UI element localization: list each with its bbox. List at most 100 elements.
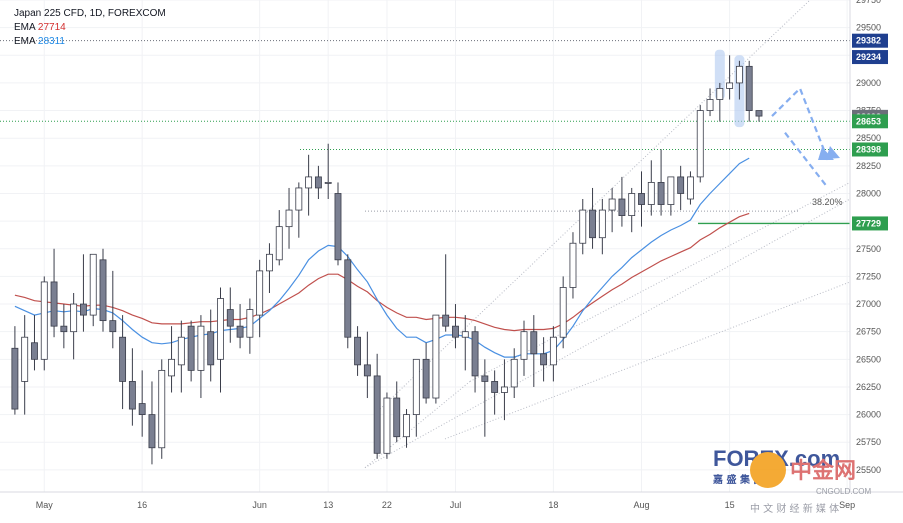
ema-blue-line: [14, 157, 750, 358]
cngold-url: CNGOLD.COM: [816, 487, 871, 496]
candle: [11, 326, 19, 415]
price-tick-label: 26000: [856, 410, 881, 420]
candle: [207, 309, 215, 382]
candle: [549, 326, 557, 382]
candle-body: [275, 226, 283, 261]
candle-body: [628, 193, 636, 216]
trendline: [469, 181, 851, 382]
ema-slow-label: EMA: [14, 36, 36, 47]
trendline: [444, 281, 851, 440]
price-tick-label: 25500: [856, 465, 881, 475]
candle: [305, 154, 313, 216]
price-tag-label: 28653: [856, 116, 881, 126]
candle: [158, 359, 166, 459]
price-tick-label: 28000: [856, 188, 881, 198]
candle: [236, 304, 244, 349]
candle: [647, 160, 655, 216]
candle-body: [266, 253, 273, 272]
price-tag: 27729: [852, 216, 888, 231]
candle-body: [226, 309, 234, 327]
candle: [461, 315, 469, 371]
candle: [735, 60, 743, 100]
candle: [442, 254, 450, 332]
candle: [520, 320, 528, 376]
candle: [471, 326, 479, 393]
candle-body: [638, 193, 645, 205]
candle: [491, 370, 499, 415]
candle-body: [745, 65, 753, 111]
price-tick-label: 29000: [856, 78, 881, 88]
candle: [109, 270, 117, 349]
price-tag-bg: [852, 114, 888, 129]
candle: [393, 381, 401, 443]
projection-arrows: [771, 86, 840, 189]
candle-body: [520, 331, 528, 360]
ema-slow-legend: EMA 28311: [14, 35, 166, 49]
candle: [354, 326, 362, 376]
candle: [314, 165, 322, 200]
candle: [363, 331, 371, 399]
time-tick-label: Jun: [252, 500, 267, 510]
candle: [598, 199, 606, 255]
candle: [295, 182, 303, 238]
candle-body: [559, 287, 567, 338]
forex-brand-sub: 嘉 盛 集 团: [712, 473, 763, 486]
candle: [589, 187, 596, 249]
candle: [60, 304, 68, 349]
ema-slow-value: 28311: [37, 36, 65, 47]
price-tag-bg: [852, 216, 888, 231]
candle-body: [461, 331, 469, 338]
candle: [275, 210, 283, 266]
candle-body: [735, 65, 743, 84]
price-tag-bg: [852, 142, 888, 157]
candle-body: [119, 336, 127, 382]
candles: [11, 55, 763, 465]
price-tick-label: 27250: [856, 271, 881, 281]
candle: [373, 353, 381, 459]
time-tick-label: Jul: [450, 500, 462, 510]
time-tick-label: 18: [548, 500, 558, 510]
candle-body: [207, 331, 215, 366]
candle-body: [148, 414, 156, 449]
candle-body: [128, 381, 136, 410]
candle: [696, 105, 704, 183]
candle: [628, 187, 636, 233]
candle-body: [168, 358, 175, 377]
candle-body: [217, 298, 224, 360]
candle: [618, 176, 626, 227]
candle: [412, 358, 420, 437]
price-tick-label: 27500: [856, 244, 881, 254]
candle: [99, 248, 107, 332]
candle-body: [109, 320, 117, 333]
trendline: [364, 198, 851, 469]
candle-body: [334, 193, 342, 261]
candle: [21, 315, 29, 415]
price-tag-label: 29382: [856, 36, 881, 46]
candle-body: [177, 336, 185, 366]
candle: [128, 348, 136, 426]
candle: [177, 320, 185, 393]
candle-body: [31, 342, 38, 360]
chart-legend: Japan 225 CFD, 1D, FOREXCOM EMA 27714 EM…: [14, 7, 166, 49]
candle-body: [706, 99, 714, 111]
candle: [256, 259, 264, 338]
candle-body: [696, 110, 704, 178]
trend-channel: [364, 0, 851, 469]
candle-body: [70, 303, 78, 333]
candle-body: [412, 358, 420, 416]
candle: [481, 359, 489, 437]
candle-body: [89, 253, 97, 316]
arrowhead: [826, 146, 840, 159]
candle-body: [726, 82, 734, 89]
candle-body: [187, 325, 195, 371]
candle: [246, 298, 254, 354]
candle: [755, 110, 763, 122]
candle-body: [295, 187, 303, 211]
candle-body: [383, 397, 391, 454]
ema-fast-legend: EMA 27714: [14, 21, 166, 35]
price-tick-label: 25750: [856, 437, 881, 447]
candle: [687, 171, 694, 205]
candle-body: [236, 325, 244, 338]
candle-body: [354, 336, 362, 366]
